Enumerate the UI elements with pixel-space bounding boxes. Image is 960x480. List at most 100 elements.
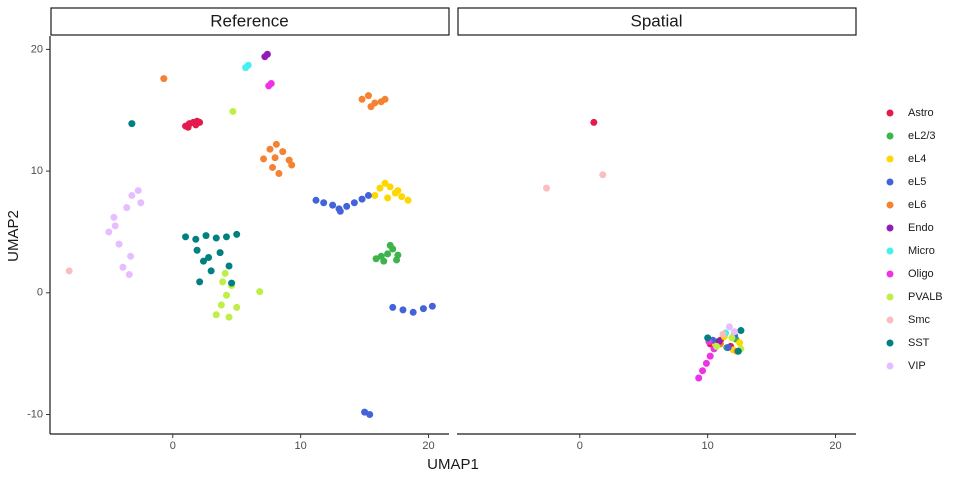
legend-label: eL2/3 xyxy=(908,130,936,142)
legend-label: Smc xyxy=(908,314,931,326)
point xyxy=(695,374,703,382)
point xyxy=(105,228,113,236)
x-tick-label: 20 xyxy=(422,440,434,452)
y-tick-label: 20 xyxy=(31,43,43,55)
point xyxy=(384,250,392,258)
point xyxy=(65,267,73,275)
point xyxy=(119,263,127,271)
legend-swatch xyxy=(886,270,894,278)
point xyxy=(137,199,145,207)
legend-label: eL6 xyxy=(908,199,926,211)
point xyxy=(394,187,402,195)
legend-swatch xyxy=(886,339,894,347)
point xyxy=(225,262,233,270)
legend-swatch xyxy=(886,293,894,301)
point xyxy=(199,257,207,265)
y-tick-label: 10 xyxy=(31,165,43,177)
point xyxy=(184,123,192,131)
point xyxy=(205,254,213,262)
point xyxy=(399,306,407,314)
legend-label: Endo xyxy=(908,222,934,234)
point xyxy=(366,411,374,419)
point xyxy=(267,79,275,87)
point xyxy=(386,241,394,249)
point xyxy=(160,75,168,83)
point xyxy=(350,199,358,207)
point xyxy=(217,301,225,309)
point xyxy=(275,170,283,178)
point xyxy=(725,323,733,331)
point xyxy=(343,202,351,210)
legend-swatch xyxy=(886,316,894,324)
x-tick-label: 10 xyxy=(702,440,714,452)
legend-swatch xyxy=(886,155,894,163)
point xyxy=(398,193,406,201)
point xyxy=(279,148,287,156)
point xyxy=(193,246,201,254)
point xyxy=(599,171,607,179)
point xyxy=(364,191,372,199)
point xyxy=(128,120,136,128)
point xyxy=(196,278,204,286)
point xyxy=(221,269,229,277)
point xyxy=(389,303,397,311)
point xyxy=(229,107,237,115)
legend-swatch xyxy=(886,178,894,186)
point xyxy=(192,121,200,129)
x-tick-label: 0 xyxy=(577,440,583,452)
point xyxy=(110,213,118,221)
point xyxy=(704,334,712,342)
legend-label: Micro xyxy=(908,245,935,257)
point xyxy=(393,256,401,264)
legend-swatch xyxy=(886,132,894,140)
y-tick-label: 0 xyxy=(37,287,43,299)
point xyxy=(192,235,200,243)
point xyxy=(266,145,274,153)
point xyxy=(384,194,392,202)
point xyxy=(233,303,241,311)
point xyxy=(216,249,224,257)
y-axis-label: UMAP2 xyxy=(5,210,22,262)
legend-label: SST xyxy=(908,337,930,349)
point xyxy=(404,196,412,204)
point xyxy=(269,163,277,171)
point xyxy=(358,95,366,103)
point xyxy=(320,199,328,207)
legend-swatch xyxy=(886,201,894,209)
legend-label: Astro xyxy=(908,107,934,119)
point xyxy=(182,233,190,241)
point xyxy=(222,233,230,241)
point xyxy=(271,154,279,162)
point xyxy=(731,328,739,336)
x-tick-label: 10 xyxy=(295,440,307,452)
point xyxy=(233,230,241,238)
point xyxy=(380,257,388,265)
point xyxy=(128,191,136,199)
legend-label: VIP xyxy=(908,360,926,372)
point xyxy=(699,367,707,375)
point xyxy=(115,240,123,248)
point xyxy=(386,183,394,191)
point xyxy=(736,339,744,347)
facet-title: Spatial xyxy=(631,11,683,30)
legend-swatch xyxy=(886,224,894,232)
point xyxy=(543,184,551,192)
point xyxy=(734,347,742,355)
point xyxy=(127,252,135,260)
point xyxy=(244,61,252,69)
point xyxy=(713,342,721,350)
point xyxy=(719,330,727,338)
legend-swatch xyxy=(886,247,894,255)
point xyxy=(123,204,131,212)
point xyxy=(288,161,296,169)
legend-label: eL5 xyxy=(908,176,926,188)
point xyxy=(272,140,280,148)
point xyxy=(212,311,220,319)
point xyxy=(706,352,714,360)
point xyxy=(419,305,427,313)
point xyxy=(212,234,220,242)
point xyxy=(336,207,344,215)
legend-swatch xyxy=(886,109,894,117)
point xyxy=(207,267,215,275)
point xyxy=(381,179,389,187)
